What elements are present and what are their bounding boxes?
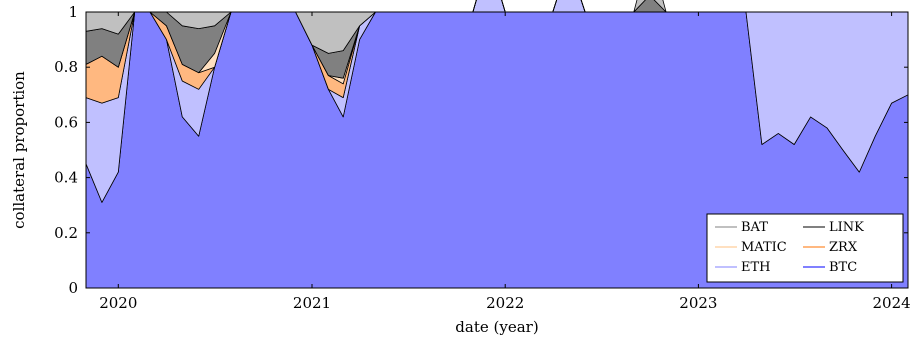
y-tick-label: 0.4 xyxy=(54,169,78,187)
x-tick-label: 2023 xyxy=(679,294,717,312)
legend-label-link: LINK xyxy=(829,220,864,235)
y-tick-label: 1 xyxy=(68,3,78,21)
y-tick-label: 0.8 xyxy=(54,58,78,76)
y-axis-title: collateral proportion xyxy=(10,71,28,229)
y-tick-label: 0.2 xyxy=(54,224,78,242)
legend-label-matic: MATIC xyxy=(741,240,787,255)
x-tick-label: 2024 xyxy=(872,294,910,312)
x-tick-label: 2022 xyxy=(486,294,524,312)
y-tick-label: 0.6 xyxy=(54,113,78,131)
legend: BAT LINK MATIC ZRX ETH BTC xyxy=(706,213,904,283)
y-axis: 0 0.2 0.4 0.6 0.8 1 xyxy=(54,3,908,297)
x-tick-label: 2020 xyxy=(99,294,137,312)
legend-label-eth: ETH xyxy=(741,260,771,275)
legend-label-btc: BTC xyxy=(829,260,857,275)
x-tick-label: 2021 xyxy=(293,294,331,312)
legend-label-zrx: ZRX xyxy=(829,240,858,255)
y-tick-label: 0 xyxy=(68,279,78,297)
x-axis-title: date (year) xyxy=(455,318,538,336)
legend-label-bat: BAT xyxy=(741,220,768,235)
plot-frame xyxy=(85,11,909,289)
x-axis: 2020 2021 2022 2023 2024 xyxy=(99,12,911,312)
